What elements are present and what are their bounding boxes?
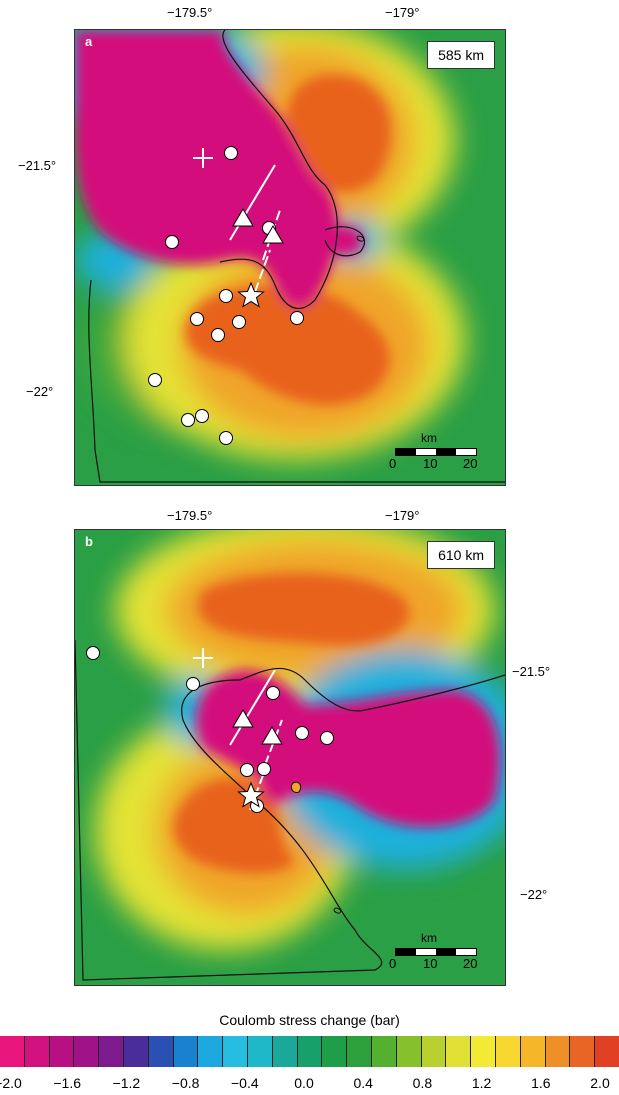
cross-icon — [193, 648, 213, 668]
colorbar-tick-label: −1.6 — [53, 1075, 82, 1091]
lon-label-b-2: −179° — [385, 508, 420, 523]
stress-map-panel-a: a 585 km 0 km 0 10 20 — [74, 29, 506, 486]
star-icon — [237, 781, 265, 808]
stress-map-panel-b: b 610 km 0 km 0 10 20 — [74, 529, 506, 986]
circle-icon — [266, 686, 280, 700]
colorbar-swatch — [370, 1036, 396, 1067]
cross-icon — [193, 148, 213, 168]
colorbar-swatch — [172, 1036, 198, 1067]
colorbar-swatch — [147, 1036, 173, 1067]
scale-tick-10: 10 — [423, 456, 438, 471]
circle-icon — [224, 146, 238, 160]
circle-icon — [320, 731, 334, 745]
circle-icon — [232, 315, 246, 329]
depth-label-b: 610 km — [427, 541, 495, 569]
scale-bar-graphic — [395, 448, 477, 456]
colorbar-swatch — [296, 1036, 322, 1067]
circle-icon — [219, 289, 233, 303]
stress-field-a — [75, 30, 505, 485]
circle-icon — [290, 311, 304, 325]
scale-tick-20: 20 — [463, 956, 478, 971]
colorbar-swatch — [544, 1036, 570, 1067]
triangle-icon — [232, 208, 254, 227]
colorbar-swatch — [222, 1036, 247, 1067]
circle-icon — [295, 726, 309, 740]
circle-icon — [257, 762, 271, 776]
colorbar-tick-label: 0.0 — [294, 1075, 314, 1091]
colorbar-tick-label: 0.4 — [353, 1075, 373, 1091]
colorbar-title: Coulomb stress change (bar) — [219, 1012, 400, 1028]
lon-label-a-2: −179° — [385, 5, 420, 20]
colorbar-swatch — [0, 1036, 24, 1067]
lon-label-b-1: −179.5° — [167, 508, 213, 523]
scale-bar-b: km 0 10 20 — [389, 931, 491, 973]
markers-layer-b — [86, 646, 334, 813]
colorbar-tick-label: −2.0 — [0, 1075, 22, 1091]
colorbar-swatch — [569, 1036, 595, 1067]
colorbar-swatch — [346, 1036, 371, 1067]
colorbar-tick-label: −0.8 — [171, 1075, 200, 1091]
scale-bar-graphic — [395, 948, 477, 956]
scale-bar-a: km 0 10 20 — [389, 431, 491, 473]
panel-letter-a: a — [85, 34, 93, 49]
colorbar-swatch — [594, 1036, 619, 1067]
panel-letter-b: b — [85, 534, 93, 549]
triangle-icon — [232, 709, 254, 728]
colorbar-swatch — [445, 1036, 471, 1067]
colorbar-swatch — [420, 1036, 446, 1067]
colorbar-tick-label: −0.4 — [230, 1075, 259, 1091]
colorbar-swatch — [48, 1036, 74, 1067]
circle-icon — [219, 431, 233, 445]
colorbar-swatch — [197, 1036, 223, 1067]
lat-label-a-2: −22° — [26, 384, 54, 399]
colorbar-swatch — [519, 1036, 545, 1067]
colorbar-swatch — [395, 1036, 421, 1067]
circle-icon — [240, 763, 254, 777]
lon-label-a-1: −179.5° — [167, 5, 213, 20]
colorbar-swatch — [73, 1036, 99, 1067]
scale-unit: km — [421, 931, 437, 945]
circle-icon — [181, 413, 195, 427]
colorbar-swatch — [246, 1036, 272, 1067]
colorbar-tick-label: 0.8 — [412, 1075, 433, 1091]
star-icon — [237, 281, 265, 308]
scale-unit: km — [421, 431, 437, 445]
circle-icon — [165, 235, 179, 249]
colorbar-tick-label: −1.2 — [112, 1075, 141, 1091]
depth-label-a: 585 km — [427, 41, 495, 69]
colorbar-swatch — [122, 1036, 148, 1067]
stress-field-b — [75, 530, 505, 985]
lat-label-b-2: −22° — [520, 887, 548, 902]
colorbar-swatch — [494, 1036, 520, 1067]
scale-tick-10: 10 — [423, 956, 438, 971]
scale-tick-20: 20 — [463, 456, 478, 471]
colorbar-ticks: −2.0 −1.6 −1.2 −0.8 −0.4 0.0 0.4 0.8 1.2 1.6 2.0 — [0, 1075, 619, 1093]
lat-label-b-1: −21.5° — [512, 664, 551, 679]
markers-layer-a — [148, 146, 304, 445]
colorbar-swatch — [271, 1036, 297, 1067]
scale-tick-0: 0 — [389, 456, 397, 471]
lat-label-a-1: −21.5° — [18, 158, 57, 173]
circle-icon — [86, 646, 100, 660]
circle-icon — [148, 373, 162, 387]
colorbar — [0, 1036, 619, 1067]
triangle-icon — [261, 726, 283, 745]
colorbar-swatch — [98, 1036, 123, 1067]
scale-tick-0: 0 — [389, 956, 397, 971]
circle-icon — [211, 328, 225, 342]
triangle-icon — [262, 225, 284, 244]
colorbar-swatch — [470, 1036, 495, 1067]
colorbar-tick-label: 2.0 — [590, 1075, 610, 1091]
colorbar-tick-label: 1.6 — [531, 1075, 551, 1091]
colorbar-tick-label: 1.2 — [471, 1075, 492, 1091]
colorbar-swatch — [23, 1036, 49, 1067]
circle-icon — [195, 409, 209, 423]
circle-icon — [190, 312, 204, 326]
colorbar-swatch — [321, 1036, 347, 1067]
circle-icon — [186, 677, 200, 691]
